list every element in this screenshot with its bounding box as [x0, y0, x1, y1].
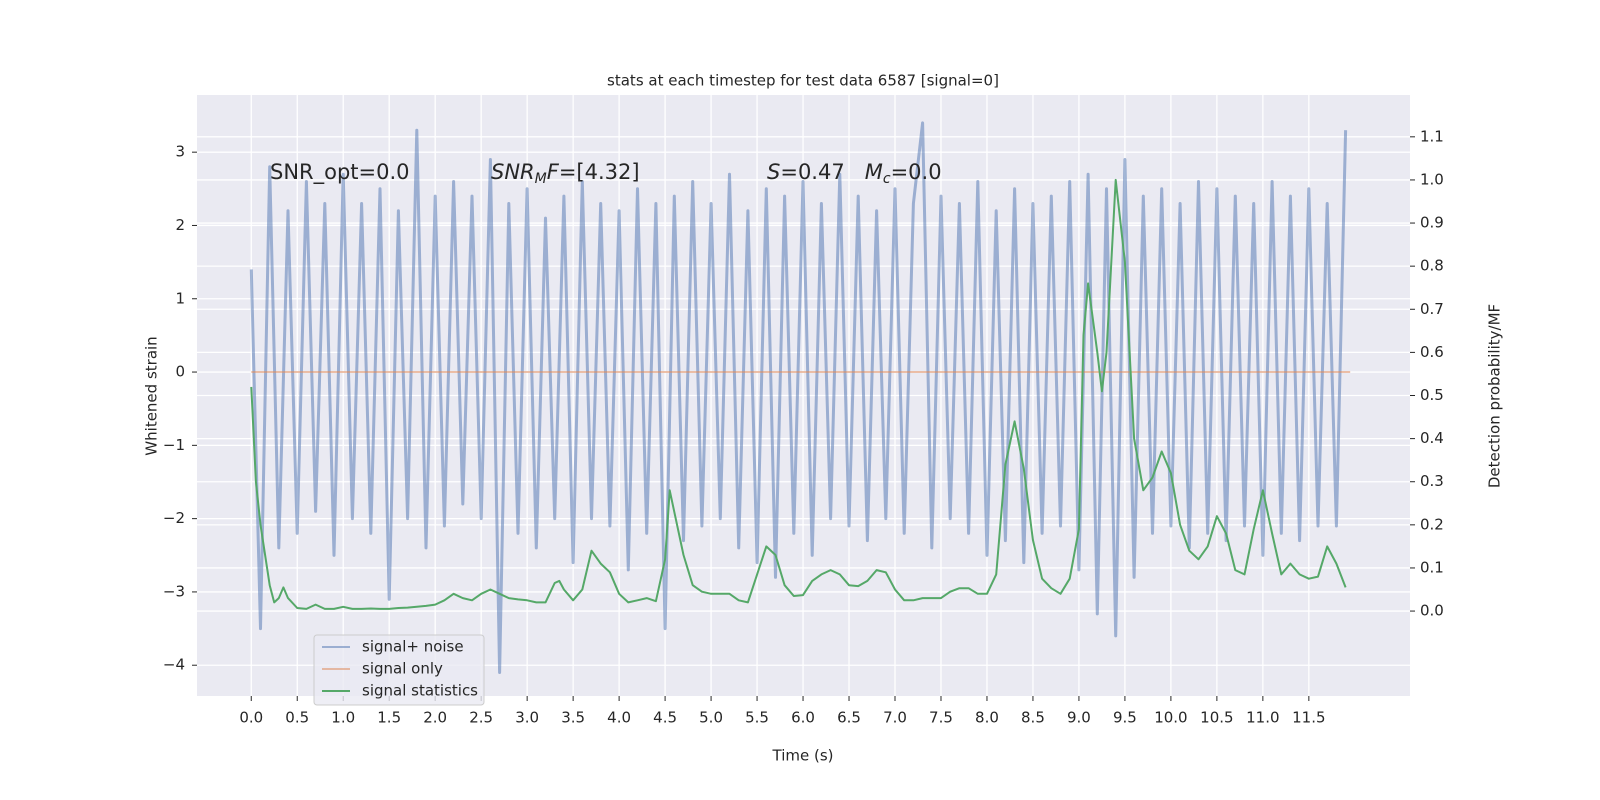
- annotation-part: =0.47: [780, 160, 864, 184]
- y2-tick-label: 0.7: [1420, 300, 1444, 318]
- y2-tick-label: 0.2: [1420, 515, 1444, 533]
- annotation: SNRMF=[4.32]: [491, 160, 640, 187]
- y-tick-label: −2: [163, 509, 185, 527]
- x-tick-label: 6.0: [791, 709, 815, 727]
- annotation: SNR_opt=0.0: [270, 160, 410, 185]
- y2-tick-label: 1.1: [1420, 127, 1444, 145]
- x-tick-label: 5.5: [745, 709, 769, 727]
- x-tick-label: 11.0: [1246, 709, 1279, 727]
- x-tick-label: 8.5: [1021, 709, 1045, 727]
- annotation-part: F: [547, 160, 560, 184]
- y-tick-label: −1: [163, 436, 185, 454]
- x-tick-label: 9.5: [1113, 709, 1137, 727]
- legend-box: [313, 634, 485, 706]
- y-tick-label: 3: [175, 143, 185, 161]
- y-tick-label: 2: [175, 216, 185, 234]
- x-tick-label: 2.0: [423, 709, 447, 727]
- chart-title: stats at each timestep for test data 658…: [607, 72, 999, 90]
- y-tick-label: 1: [175, 289, 185, 307]
- x-tick-label: 1.5: [377, 709, 401, 727]
- y2-tick-label: 0.0: [1420, 602, 1444, 620]
- x-tick-label: 10.0: [1154, 709, 1187, 727]
- x-tick-label: 9.0: [1067, 709, 1091, 727]
- x-tick-label: 7.5: [929, 709, 953, 727]
- x-tick-label: 0.0: [239, 709, 263, 727]
- x-tick-label: 3.5: [561, 709, 585, 727]
- x-axis-label: Time (s): [772, 747, 834, 765]
- annotation-part: S: [767, 160, 780, 184]
- y-tick-label: −3: [163, 582, 185, 600]
- annotation: S=0.47 Mc=0.0: [767, 160, 942, 187]
- series-line: [249, 121, 1348, 674]
- annotation-part: =0.0: [891, 160, 942, 184]
- y2-tick-label: 0.1: [1420, 558, 1444, 576]
- y-tick-label: −4: [163, 656, 185, 674]
- x-tick-label: 8.0: [975, 709, 999, 727]
- x-tick-label: 2.5: [469, 709, 493, 727]
- x-tick-label: 6.5: [837, 709, 861, 727]
- annotation-part: SNR: [491, 160, 535, 184]
- legend-label: signal+ noise: [362, 638, 464, 656]
- x-tick-label: 5.0: [699, 709, 723, 727]
- legend-label: signal only: [362, 660, 443, 678]
- x-tick-label: 1.0: [331, 709, 355, 727]
- y2-tick-label: 0.3: [1420, 472, 1444, 490]
- annotation-part: c: [883, 171, 891, 187]
- y2-tick-label: 0.9: [1420, 214, 1444, 232]
- y2-tick-label: 0.5: [1420, 386, 1444, 404]
- x-tick-label: 4.0: [607, 709, 631, 727]
- x-tick-label: 10.5: [1200, 709, 1233, 727]
- y-tick-label: 0: [175, 363, 185, 381]
- annotation-part: =[4.32]: [559, 160, 640, 184]
- y2-tick-label: 0.8: [1420, 257, 1444, 275]
- y2-tick-label: 1.0: [1420, 170, 1444, 188]
- x-tick-label: 0.5: [285, 709, 309, 727]
- x-tick-label: 11.5: [1292, 709, 1325, 727]
- annotation-part: M: [535, 171, 547, 187]
- x-tick-label: 7.0: [883, 709, 907, 727]
- annotation-part: SNR_opt=0.0: [270, 160, 410, 185]
- x-tick-label: 3.0: [515, 709, 539, 727]
- annotation-part: M: [865, 160, 883, 184]
- y2-tick-label: 0.6: [1420, 343, 1444, 361]
- legend-label: signal statistics: [362, 682, 478, 700]
- series-line: [250, 178, 1347, 610]
- y2-axis-label: Detection probability/MF: [1486, 304, 1504, 488]
- x-tick-label: 4.5: [653, 709, 677, 727]
- y2-tick-label: 0.4: [1420, 429, 1444, 447]
- y-axis-label: Whitened strain: [143, 336, 161, 455]
